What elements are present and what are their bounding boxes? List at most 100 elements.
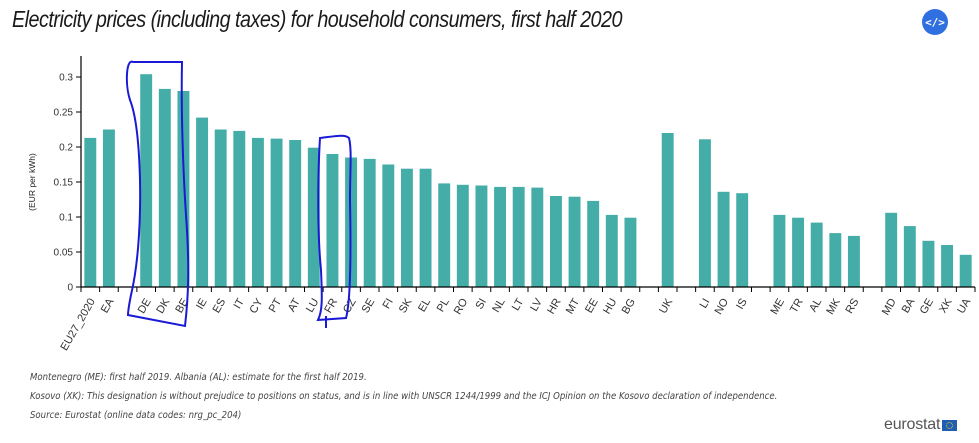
y-axis-label: (EUR per kWh) [27, 153, 37, 211]
y-tick-label: 0.15 [54, 178, 74, 189]
eurostat-logo[interactable]: eurostat [884, 416, 958, 434]
x-tick-label-lu: LU [304, 296, 321, 314]
x-tick-label-md: MD [880, 296, 899, 317]
x-tick-label-rs: RS [844, 297, 862, 316]
eu-flag-icon [942, 419, 958, 431]
y-tick-label: 0.3 [59, 73, 73, 84]
bar-me[interactable] [773, 214, 786, 287]
bar-ea[interactable] [102, 129, 115, 288]
bar-se[interactable] [363, 158, 376, 287]
x-tick-label-de: DE [136, 297, 154, 316]
x-tick-label-ge: GE [918, 297, 936, 317]
bar-md[interactable] [885, 212, 898, 287]
bar-al[interactable] [810, 222, 823, 287]
bar-el[interactable] [419, 168, 432, 287]
bar-hu[interactable] [605, 214, 618, 287]
bar-pt[interactable] [270, 138, 283, 287]
bar-sk[interactable] [400, 168, 413, 287]
bar-cy[interactable] [251, 137, 264, 287]
bar-xk[interactable] [941, 245, 954, 287]
footnote-montenegro-albania: Montenegro (ME): first half 2019. Albani… [30, 372, 367, 383]
bar-ee[interactable] [587, 200, 600, 287]
bar-fr[interactable] [326, 154, 339, 287]
x-tick-label-ro: RO [452, 296, 471, 317]
y-tick-label: 0.25 [54, 108, 74, 119]
chart-title: Electricity prices (including taxes) for… [12, 6, 623, 32]
embed-code-button[interactable]: </> [922, 9, 948, 35]
x-tick-label-el: EL [416, 297, 433, 315]
x-tick-label-sk: SK [397, 296, 415, 315]
bar-dk[interactable] [158, 88, 171, 288]
x-axis: EU27_2020 EA DE DK BE IE ES IT CY PT AT LU FR CZ SE FI S… [58, 286, 976, 353]
x-tick-label-mk: MK [824, 296, 843, 317]
bar-be[interactable] [177, 91, 190, 287]
x-tick-label-ua: UA [955, 296, 973, 316]
logo-text: eurostat [884, 416, 941, 433]
bar-uk[interactable] [661, 133, 674, 287]
x-tick-label-no: NO [713, 296, 732, 317]
x-tick-label-lt: LT [510, 296, 527, 313]
bar-fi[interactable] [382, 164, 395, 288]
x-tick-label-hr: HR [545, 296, 563, 316]
y-tick-label: 0 [67, 283, 73, 294]
bar-mt[interactable] [568, 196, 581, 287]
x-tick-label-be: BE [173, 297, 191, 316]
bar-es[interactable] [214, 129, 227, 288]
x-tick-label-dk: DK [154, 296, 172, 316]
bar-at[interactable] [289, 140, 302, 287]
bar-li[interactable] [698, 139, 711, 287]
bar-rs[interactable] [847, 235, 860, 287]
x-tick-label-it: IT [232, 296, 247, 311]
code-icon: </> [925, 15, 945, 29]
bar-hr[interactable] [549, 196, 562, 287]
x-tick-label-fr: FR [322, 296, 340, 315]
x-tick-label-cy: CY [248, 296, 266, 316]
bar-mk[interactable] [829, 233, 842, 287]
y-tick-label: 0.2 [59, 143, 73, 154]
x-tick-label-ba: BA [900, 296, 918, 315]
bar-ro[interactable] [456, 184, 469, 287]
footnote-kosovo: Kosovo (XK): This designation is without… [30, 391, 778, 402]
x-tick-label-at: AT [286, 296, 303, 314]
bar-chart: (EUR per kWh) 0 0.05 0.1 0.15 0.2 0.25 0.3 EU2… [27, 56, 976, 353]
bars [84, 74, 972, 288]
x-tick-label-es: ES [211, 297, 229, 316]
bar-ua[interactable] [959, 254, 972, 287]
x-tick-label-si: SI [473, 297, 489, 312]
x-tick-label-xk: XK [937, 296, 955, 315]
x-tick-label-ea: EA [99, 296, 117, 315]
x-tick-label-lv: LV [528, 296, 545, 314]
bar-bg[interactable] [624, 217, 637, 287]
bar-ge[interactable] [922, 240, 935, 287]
bar-ie[interactable] [196, 117, 209, 287]
bar-lt[interactable] [512, 186, 525, 287]
bar-pl[interactable] [438, 183, 451, 287]
x-tick-label-se: SE [360, 297, 378, 316]
x-tick-label-ee: EE [583, 297, 601, 316]
bar-lv[interactable] [531, 187, 544, 287]
y-axis: 0 0.05 0.1 0.15 0.2 0.25 0.3 [54, 56, 82, 294]
bar-cz[interactable] [345, 157, 358, 288]
bar-is[interactable] [736, 193, 749, 287]
x-tick-label-cz: CZ [341, 296, 359, 315]
footnote-source: Source: Eurostat (online data codes: nrg… [30, 410, 242, 421]
bar-de[interactable] [140, 74, 153, 287]
x-tick-label-is: IS [734, 297, 750, 312]
x-tick-label-mt: MT [564, 296, 582, 316]
x-tick-label-tr: TR [788, 296, 806, 315]
y-tick-label: 0.1 [59, 213, 73, 224]
bar-ba[interactable] [903, 226, 916, 287]
footnotes: Montenegro (ME): first half 2019. Albani… [30, 372, 860, 429]
bar-si[interactable] [475, 185, 488, 288]
x-tick-label-eu27_2020: EU27_2020 [58, 297, 97, 353]
bar-no[interactable] [717, 191, 730, 287]
x-tick-label-pl: PL [435, 297, 452, 315]
bar-it[interactable] [233, 130, 246, 287]
bar-eu27_2020[interactable] [84, 137, 97, 287]
bar-tr[interactable] [792, 217, 805, 287]
x-tick-label-nl: NL [490, 297, 507, 315]
x-tick-label-me: ME [768, 297, 787, 317]
bar-nl[interactable] [494, 186, 507, 287]
x-tick-label-ie: IE [194, 297, 210, 312]
bar-lu[interactable] [307, 147, 320, 287]
